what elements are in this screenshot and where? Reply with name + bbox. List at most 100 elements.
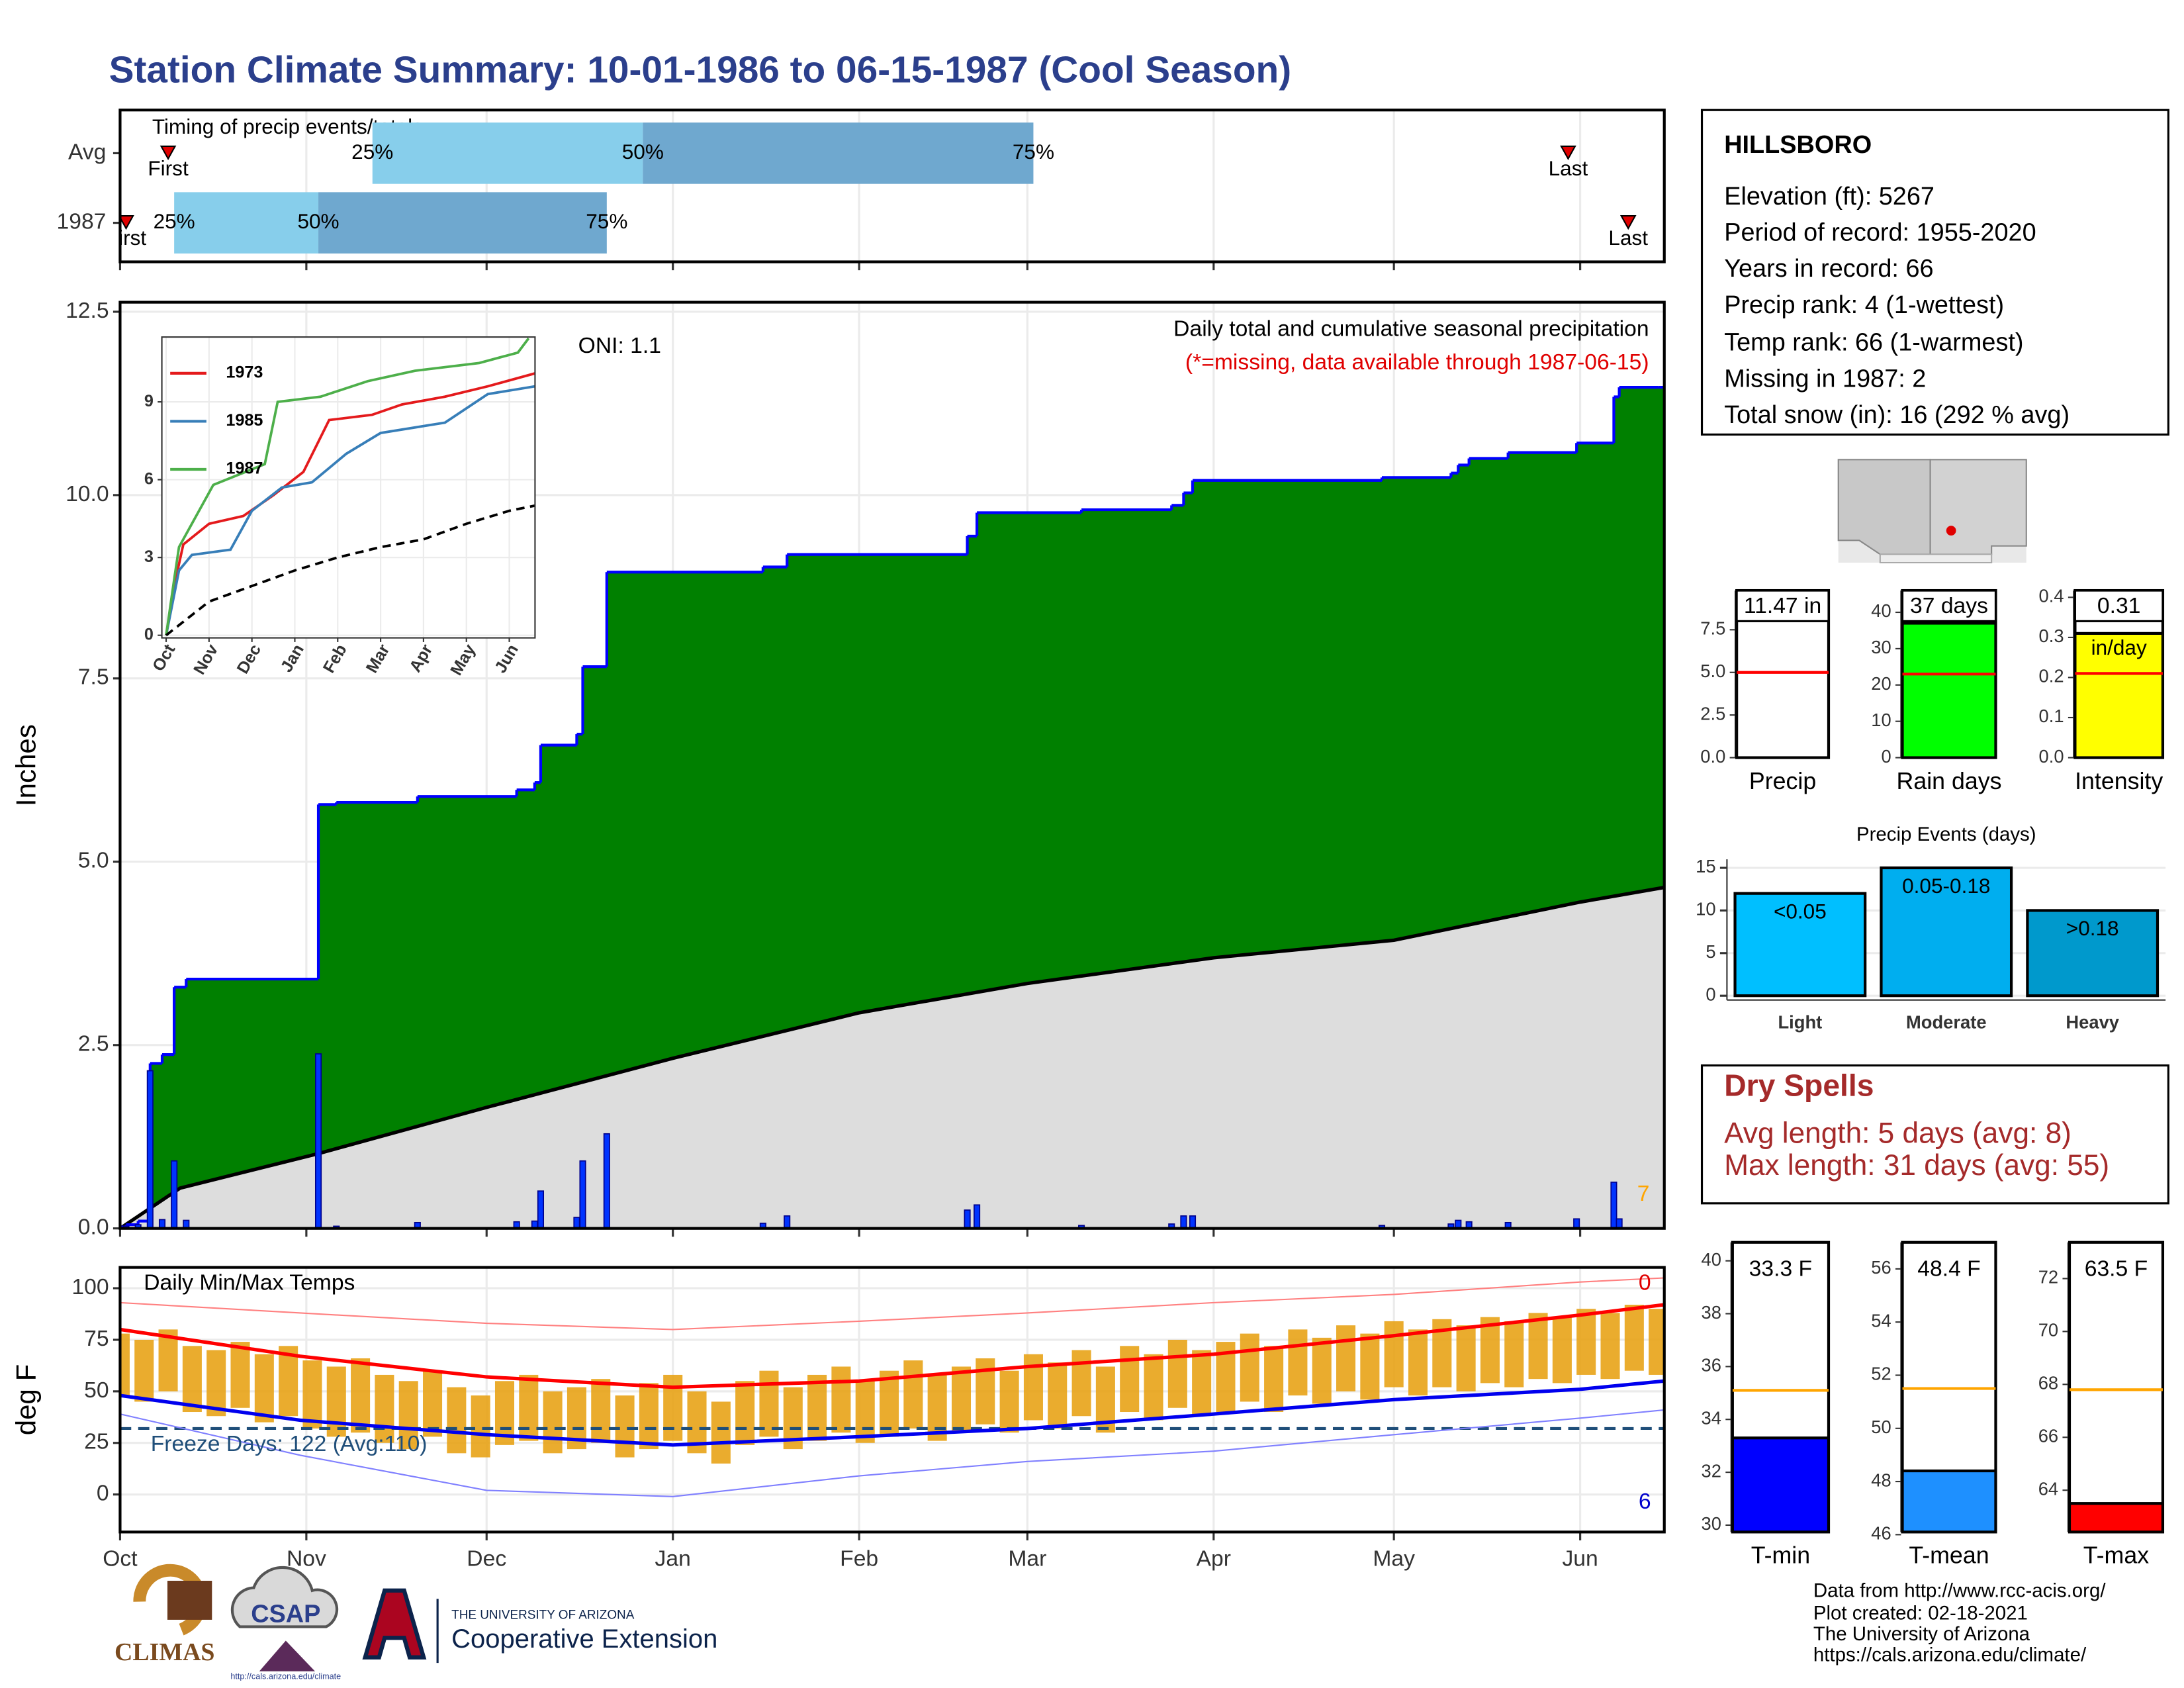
value-label-box	[1901, 589, 1997, 622]
panel-frame	[118, 1266, 1666, 1534]
daily-temp-bar	[134, 1339, 154, 1402]
ua-logo	[362, 1588, 427, 1660]
map-border	[1879, 553, 1993, 564]
daily-bar	[1180, 1215, 1187, 1229]
daily-bar	[171, 1160, 178, 1229]
gauge-label: Rain days	[1896, 768, 2001, 794]
daily-bar	[513, 1221, 520, 1229]
bar	[1880, 866, 2013, 998]
daily-temp-bar	[735, 1381, 755, 1445]
y-tick-label: 10	[1871, 710, 1891, 730]
dry-spell-title: Dry Spells	[1724, 1068, 1874, 1102]
daily-temp-bar	[663, 1374, 683, 1441]
logo-text: CLIMAS	[114, 1638, 214, 1666]
y-tick-label: 46	[1871, 1523, 1891, 1544]
y-tick-label: 0.0	[78, 1215, 109, 1240]
daily-bar	[784, 1215, 791, 1229]
csap-mountain	[259, 1640, 315, 1671]
daily-temp-bar	[639, 1383, 659, 1450]
daily-temp-bar	[1649, 1309, 1664, 1375]
daily-temp-bar	[1384, 1321, 1404, 1387]
daily-temp-bar	[182, 1346, 202, 1413]
y-tick-label: 0	[1881, 746, 1891, 767]
gauge-bar	[1902, 622, 1996, 758]
gauge-bar	[2069, 1502, 2163, 1532]
daily-bar	[1455, 1219, 1462, 1229]
x-tick-label: Jan	[655, 1546, 691, 1571]
gauge-label: Precip	[1749, 768, 1816, 794]
y-tick-label: 56	[1871, 1257, 1891, 1278]
value-label-box	[1735, 589, 1830, 622]
event-marker	[1560, 145, 1576, 161]
y-tick-label: 66	[2038, 1425, 2058, 1446]
gauge-bar	[2075, 632, 2163, 758]
daily-temp-bar	[1048, 1362, 1068, 1429]
x-tick-label: Apr	[1197, 1546, 1231, 1571]
station-line: Total snow (in): 16 (292 % avg)	[1724, 401, 2070, 429]
daily-bar	[1465, 1221, 1473, 1229]
station-line: Years in record: 66	[1724, 255, 1933, 283]
daily-temp-bar	[1144, 1354, 1163, 1421]
y-axis-label: deg F	[11, 1364, 42, 1436]
daily-temp-bar	[1624, 1304, 1644, 1371]
value-label-box	[2073, 589, 2164, 622]
y-tick-label: 64	[2038, 1478, 2058, 1499]
gauge-plot	[1902, 1387, 1996, 1532]
map-state	[1929, 459, 2027, 555]
map-state	[1837, 459, 1931, 555]
daily-temp-bar	[375, 1374, 394, 1443]
dry-spell-box	[1700, 1064, 2169, 1205]
panel-frame	[118, 109, 1666, 263]
y-tick-label: 0.1	[2039, 706, 2064, 726]
daily-bar	[1615, 1218, 1623, 1229]
station-box	[1700, 109, 2169, 436]
y-tick-label: 7.5	[1700, 618, 1725, 639]
value-label: 33.3 F	[1749, 1257, 1812, 1282]
event-label: First	[106, 226, 147, 250]
gauge-label: T-min	[1751, 1542, 1810, 1569]
y-tick-label: 38	[1702, 1302, 1721, 1323]
daily-bar	[1378, 1225, 1386, 1229]
temp-line	[120, 1379, 1664, 1447]
daily-temp-bar	[1552, 1317, 1572, 1383]
event-label: Last	[1549, 156, 1588, 180]
y-tick-label: 12.5	[66, 299, 109, 323]
legend-label: 1973	[226, 363, 263, 382]
y-tick-label: 40	[1702, 1249, 1721, 1270]
daily-bar	[1610, 1182, 1617, 1229]
y-tick-label: 34	[1702, 1407, 1721, 1428]
daily-temp-bar	[807, 1374, 827, 1441]
y-tick-label: 36	[1702, 1355, 1721, 1376]
quartile-label: 75%	[1013, 140, 1054, 164]
y-tick-label: 5	[1706, 941, 1715, 962]
average-line	[120, 885, 1664, 1229]
event-marker	[1619, 215, 1637, 230]
daily-temp-bar	[880, 1370, 899, 1437]
daily-temp-bar	[351, 1358, 371, 1433]
climas-mark	[167, 1580, 212, 1620]
logo-text: THE UNIVERSITY OF ARIZONA	[451, 1609, 635, 1622]
y-tick-label: 68	[2038, 1373, 2058, 1393]
daily-bar	[1078, 1225, 1085, 1229]
locator-map	[1837, 459, 2027, 564]
y-tick-label: 10.0	[66, 482, 109, 506]
event-marker	[120, 215, 134, 230]
y-tick-label: 75	[84, 1327, 109, 1351]
value-label: 0.31	[2097, 594, 2141, 618]
y-tick-label: 70	[2038, 1320, 2058, 1340]
series-line	[165, 337, 530, 635]
gauge-label: T-mean	[1909, 1542, 1989, 1569]
plot	[120, 385, 1664, 1229]
y-tick-label: 3	[144, 547, 154, 566]
corner-label: 6	[1639, 1489, 1651, 1514]
y-tick-label: 50	[1871, 1417, 1891, 1437]
row-label: Avg	[68, 140, 106, 164]
corner-label: 7	[1637, 1182, 1650, 1206]
panel-title: Daily total and cumulative seasonal prec…	[1173, 317, 1649, 342]
station-name: HILLSBORO	[1724, 131, 1872, 159]
x-tick-label: Moderate	[1906, 1012, 1987, 1033]
daily-bar	[1447, 1223, 1455, 1229]
daily-bar	[974, 1204, 981, 1229]
series-line	[165, 504, 535, 637]
x-tick-label: Nov	[287, 1546, 326, 1571]
